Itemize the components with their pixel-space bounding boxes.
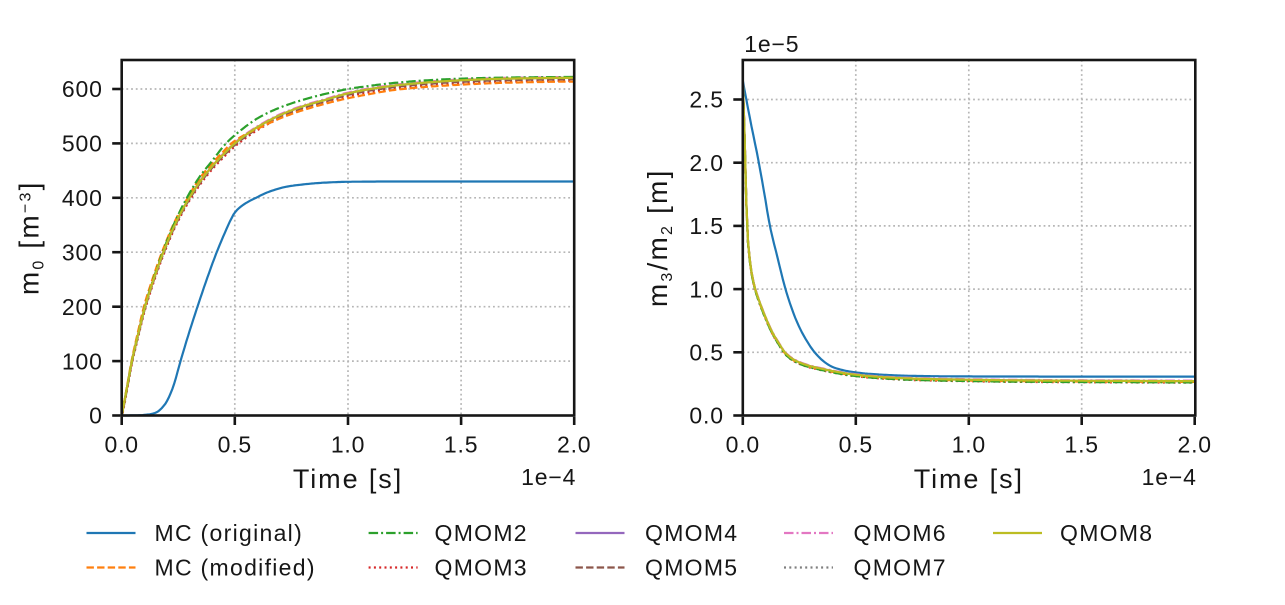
svg-text:0.5: 0.5	[218, 432, 252, 458]
svg-text:100: 100	[62, 348, 103, 374]
svg-text:QMOM8: QMOM8	[1060, 520, 1153, 546]
svg-text:QMOM7: QMOM7	[854, 555, 947, 581]
svg-text:0.0: 0.0	[726, 432, 760, 458]
svg-text:0: 0	[89, 403, 103, 429]
svg-text:1e−4: 1e−4	[521, 464, 576, 490]
svg-text:600: 600	[62, 76, 103, 102]
svg-text:QMOM2: QMOM2	[435, 520, 528, 546]
svg-text:200: 200	[62, 294, 103, 320]
svg-text:1.0: 1.0	[689, 276, 723, 302]
svg-text:2.0: 2.0	[557, 432, 591, 458]
svg-text:0.5: 0.5	[839, 432, 873, 458]
svg-text:Time [s]: Time [s]	[914, 464, 1024, 494]
svg-text:1.5: 1.5	[689, 213, 723, 239]
svg-text:m0 [m−3]: m0 [m−3]	[14, 180, 48, 295]
svg-text:2.5: 2.5	[689, 87, 723, 113]
svg-text:0.0: 0.0	[689, 403, 723, 429]
svg-text:MC (original): MC (original)	[155, 520, 304, 546]
svg-text:0.0: 0.0	[105, 432, 139, 458]
svg-text:1.0: 1.0	[331, 432, 365, 458]
svg-text:500: 500	[62, 131, 103, 157]
svg-text:Time [s]: Time [s]	[293, 464, 403, 494]
svg-text:QMOM6: QMOM6	[854, 520, 947, 546]
svg-text:1.0: 1.0	[952, 432, 986, 458]
svg-text:m3/m2 [m]: m3/m2 [m]	[642, 168, 676, 307]
svg-text:QMOM4: QMOM4	[645, 520, 738, 546]
svg-text:2.0: 2.0	[1178, 432, 1212, 458]
svg-text:1e−5: 1e−5	[744, 31, 799, 57]
svg-text:300: 300	[62, 239, 103, 265]
svg-text:QMOM3: QMOM3	[435, 555, 528, 581]
svg-text:MC (modified): MC (modified)	[155, 555, 316, 581]
svg-text:400: 400	[62, 185, 103, 211]
svg-text:2.0: 2.0	[689, 150, 723, 176]
svg-text:1e−4: 1e−4	[1142, 464, 1197, 490]
svg-text:0.5: 0.5	[689, 340, 723, 366]
svg-text:1.5: 1.5	[444, 432, 478, 458]
svg-text:QMOM5: QMOM5	[645, 555, 738, 581]
svg-text:1.5: 1.5	[1065, 432, 1099, 458]
